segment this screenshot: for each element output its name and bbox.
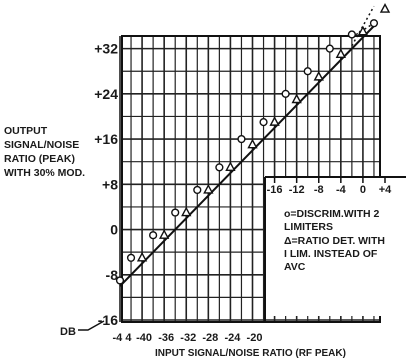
inset-x-tick-label: 0 <box>360 184 366 196</box>
x-tick-label: -36 <box>158 332 174 344</box>
legend-text-line: LIMITERS <box>284 221 333 233</box>
y-axis-label-line: WITH 30% MOD. <box>4 167 85 179</box>
x-tick-label: -24 <box>224 332 241 344</box>
data-markers <box>115 3 391 285</box>
triangle-marker <box>159 229 170 239</box>
circle-marker <box>126 253 136 262</box>
circle-marker <box>259 118 268 127</box>
y-tick-label: +24 <box>94 86 118 102</box>
inset-x-tick-label: -12 <box>289 184 305 196</box>
x-tick-label: -28 <box>202 332 218 344</box>
dotted-line-circles <box>351 22 375 38</box>
triangle-marker <box>136 251 148 262</box>
y-tick-label: +8 <box>102 176 118 192</box>
fit-lines <box>119 5 375 287</box>
circle-marker <box>237 134 246 144</box>
x-tick-label: -4 4 <box>113 332 133 344</box>
inset-x-tick-label: -8 <box>314 184 324 196</box>
triangle-marker <box>225 161 236 172</box>
y-axis-label-line: RATIO (PEAK) <box>4 153 75 165</box>
circle-marker <box>281 89 290 98</box>
circle-marker <box>149 231 158 240</box>
y-axis-label-line: OUTPUT <box>4 125 48 137</box>
legend-text-line: AVC <box>284 261 306 273</box>
circle-marker <box>215 163 224 172</box>
triangle-marker <box>313 70 324 81</box>
inset-box <box>264 176 406 322</box>
triangle-marker <box>335 48 347 58</box>
inset-x-tick-label: +4 <box>379 184 392 196</box>
inset-x-tick-label: -4 <box>336 184 347 196</box>
x-unit-label: DB <box>60 326 76 338</box>
x-tick-label: -20 <box>247 332 263 344</box>
circle-marker <box>193 185 202 195</box>
circle-marker <box>115 276 125 285</box>
legend-text-line: I LIM. INSTEAD OF <box>284 248 378 260</box>
circle-marker <box>347 30 356 39</box>
circle-marker <box>303 67 312 76</box>
triangle-marker <box>203 183 214 194</box>
y-axis-label-line: SIGNAL/NOISE <box>4 139 79 151</box>
y-tick-label: -16 <box>98 312 118 328</box>
triangle-marker <box>291 93 302 104</box>
x-tick-label: -32 <box>180 332 196 344</box>
x-axis-label: INPUT SIGNAL/NOISE RATIO (RF PEAK) <box>155 348 346 359</box>
y-tick-label: -8 <box>106 267 119 283</box>
y-tick-label: 0 <box>110 222 118 238</box>
triangle-marker <box>379 3 391 13</box>
triangle-marker <box>247 138 258 149</box>
circle-marker <box>171 208 180 217</box>
circle-marker <box>325 44 334 53</box>
triangle-marker <box>269 116 280 126</box>
chart-texts: -16 -8 0 +8 +16 +24 +32 OUTPUT SIGNAL/NOISE RATIO… <box>4 41 392 359</box>
circle-marker <box>369 19 379 28</box>
legend-text-line: Δ=RATIO DET. WITH <box>284 235 385 247</box>
x-tick-label: -40 <box>136 332 152 344</box>
inset-x-tick-label: -16 <box>267 184 283 196</box>
y-tick-label: +32 <box>94 41 118 57</box>
db-pointer <box>78 320 105 331</box>
legend-text-line: o=DISCRIM.WITH 2 <box>284 208 380 220</box>
triangle-marker <box>181 206 192 217</box>
y-tick-label: +16 <box>94 131 118 147</box>
fit-line <box>119 25 375 287</box>
triangle-marker <box>357 25 369 36</box>
inset-background <box>265 177 406 316</box>
